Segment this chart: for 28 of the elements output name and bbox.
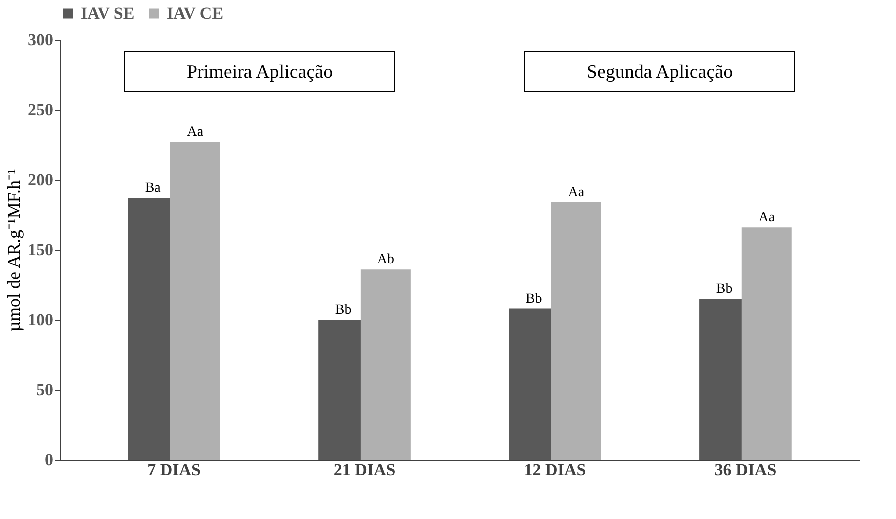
bar [551,202,602,460]
y-tick-label: 150 [28,240,54,260]
x-tick-label: 12 DIAS [524,460,586,480]
bar [360,270,411,460]
legend-label: IAV SE [81,4,135,23]
data-label: Ab [377,252,394,268]
y-tick-label: 50 [36,380,54,400]
legend-label: IAV CE [167,4,224,23]
data-label: Bb [526,292,542,307]
data-label: Ba [145,181,162,196]
x-tick-label: 36 DIAS [714,460,777,480]
y-tick-label: 100 [28,310,54,330]
data-label: Aa [758,210,776,226]
data-label: Bb [716,282,733,297]
y-tick-label: 250 [28,100,54,120]
y-tick-label: 0 [45,450,54,470]
annotation: Segunda Aplicação [586,62,734,83]
bar [742,228,792,460]
data-label: Aa [187,125,204,140]
x-tick-label: 21 DIAS [334,460,396,480]
x-tick-label: 7 DIAS [148,460,201,480]
data-label: Bb [335,303,352,318]
data-label: Aa [568,185,586,200]
y-tick-label: 300 [28,30,54,50]
annotation: Primeira Aplicação [186,62,334,83]
y-tick-label: 200 [28,170,54,190]
bar [170,142,220,460]
y-axis-title: µmol de AR.g⁻¹MF.h⁻¹ [4,169,24,332]
